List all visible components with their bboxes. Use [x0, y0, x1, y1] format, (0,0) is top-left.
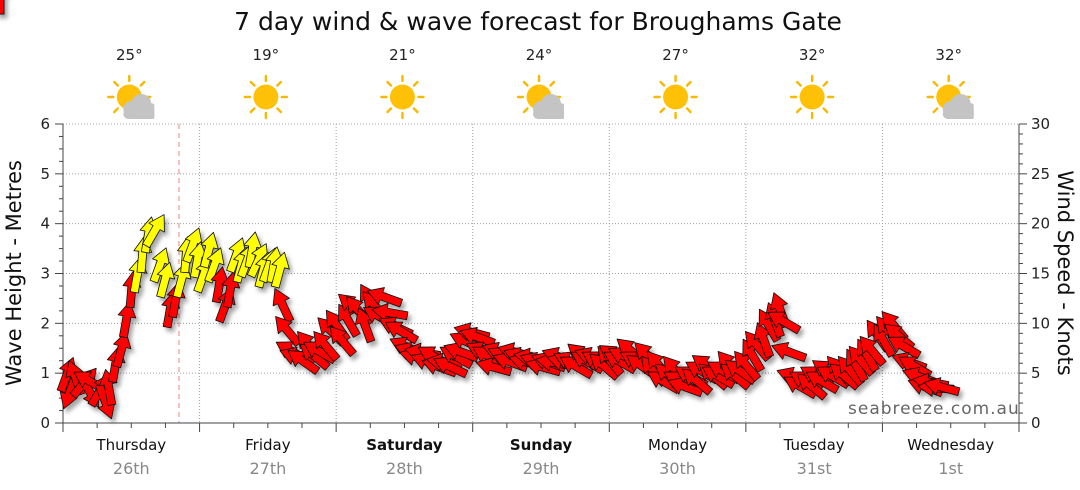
sun-icon [789, 74, 835, 120]
left-axis-label: Wave Height - Metres [2, 160, 26, 386]
wind-arrow [767, 311, 802, 335]
wind-arrow [156, 261, 176, 299]
left-tick-label: 5 [40, 165, 50, 183]
right-tick-label: 10 [1031, 314, 1050, 332]
right-tick-label: 25 [1031, 165, 1050, 183]
day-temperature: 27° [662, 46, 689, 64]
day-date-label: 31st [797, 459, 832, 478]
day-temperature: 19° [253, 46, 280, 64]
brand-watermark: seabreeze.com.au [848, 399, 1020, 419]
sun-icon [380, 74, 425, 120]
day-temperature: 32° [935, 46, 962, 64]
day-date-label: 30th [659, 459, 696, 478]
day-date-label: 29th [523, 459, 560, 478]
wind-arrow [142, 214, 165, 249]
day-name-label: Thursday [95, 436, 166, 454]
right-tick-label: 30 [1031, 115, 1050, 133]
day-name-label: Tuesday [783, 436, 845, 454]
left-tick-label: 6 [40, 115, 50, 133]
day-temperature: 25° [116, 46, 143, 64]
day-name-label: Wednesday [907, 436, 994, 454]
wind-arrow [887, 336, 922, 360]
left-tick-label: 4 [40, 215, 50, 233]
left-tick-label: 3 [40, 265, 50, 283]
day-name-label: Sunday [510, 436, 573, 454]
day-date-label: 27th [249, 459, 286, 478]
wind-arrow [112, 331, 132, 369]
right-tick-label: 15 [1031, 265, 1050, 283]
wind-arrow [204, 247, 225, 284]
wind-arrow [923, 377, 961, 396]
right-tick-label: 0 [1031, 414, 1041, 432]
day-date-label: 26th [113, 459, 150, 478]
sun-icon [653, 74, 698, 120]
left-tick-label: 1 [40, 364, 50, 382]
wind-arrow [313, 331, 341, 362]
day-date-label: 1st [938, 459, 963, 478]
sun-icon [243, 74, 289, 120]
wind-arrow [771, 341, 808, 363]
sun-cloud-icon [108, 76, 157, 119]
right-tick-label: 20 [1031, 215, 1050, 233]
wind-arrow [199, 231, 219, 269]
day-date-label: 28th [386, 459, 423, 478]
right-tick-label: 5 [1031, 364, 1041, 382]
day-name-label: Saturday [366, 436, 443, 454]
day-temperature: 24° [526, 46, 553, 64]
wind-arrow [270, 251, 290, 289]
right-axis-label: Wind Speed - Knots [1053, 170, 1077, 375]
wind-arrow [275, 316, 303, 347]
day-temperature: 21° [389, 46, 416, 64]
wind-arrow [117, 301, 137, 339]
sun-cloud-icon [518, 76, 567, 119]
wind-arrow [384, 321, 419, 345]
day-name-label: Monday [648, 436, 707, 454]
wind-arrow [366, 287, 403, 308]
wind-arrow [859, 335, 887, 367]
left-tick-label: 0 [40, 414, 50, 432]
left-tick-label: 2 [40, 314, 50, 332]
wind-arrow [338, 303, 361, 338]
chart-title: 7 day wind & wave forecast for Broughams… [234, 7, 842, 36]
wind-arrow [329, 326, 357, 357]
sun-cloud-icon [928, 76, 977, 119]
day-temperature: 32° [799, 46, 826, 64]
day-name-label: Friday [245, 436, 291, 454]
wind-arrow [0, 0, 5, 15]
